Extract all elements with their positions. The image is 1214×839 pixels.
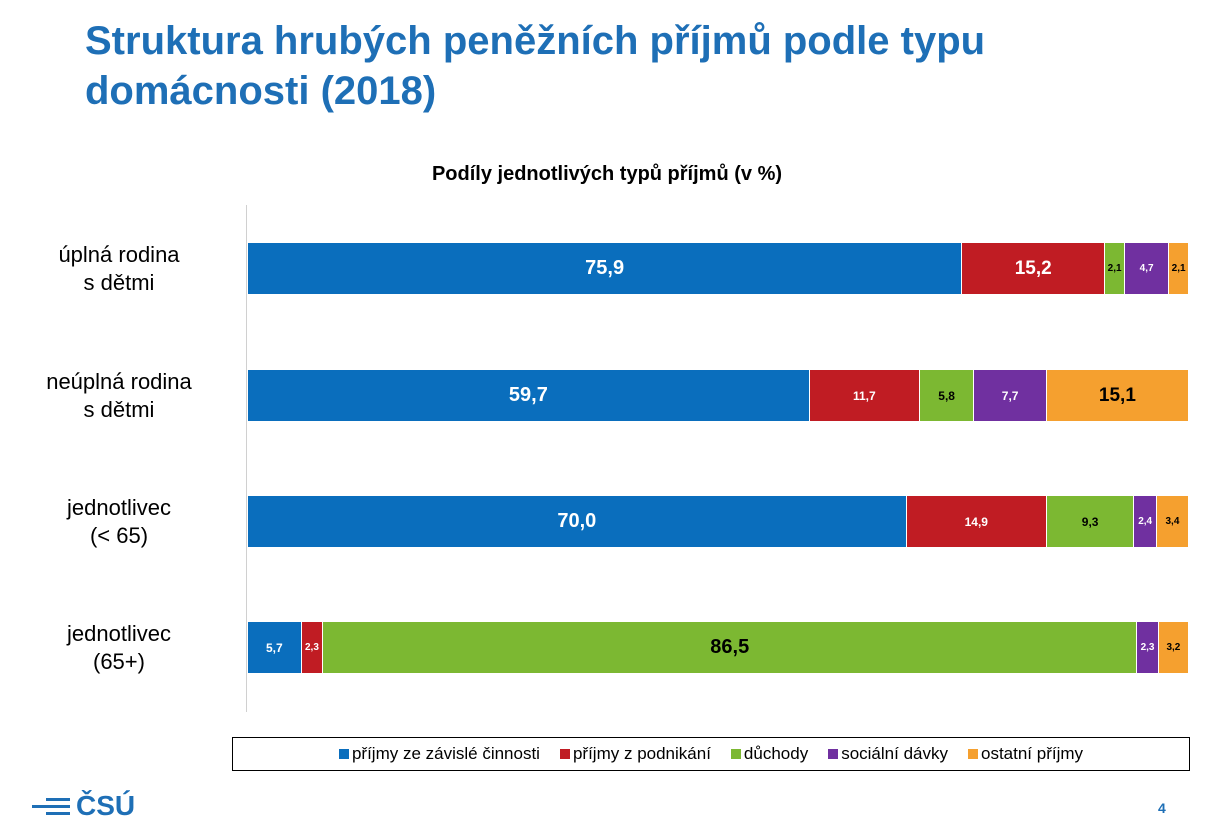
data-label: 3,2 [1166,642,1181,653]
bar-segment: 3,2 [1158,622,1189,673]
category-label: neúplná rodina s dětmi [14,368,224,424]
bar-row: 59,7 11,7 5,8 7,7 15,1 [248,370,1189,421]
data-label: 5,8 [938,388,955,403]
category-label-line: s dětmi [83,270,155,295]
data-label: 15,1 [1098,384,1136,406]
bar-segment: 4,7 [1125,243,1170,294]
bar-segment: 15,2 [962,243,1106,294]
category-label-line: s dětmi [83,397,155,422]
bar-row: 70,0 14,9 9,3 2,4 3,4 [248,496,1189,547]
category-label-line: neúplná rodina [46,369,192,394]
bar-segment: 2,3 [301,622,324,673]
bar-segment: 59,7 [248,370,810,421]
logo-text: ČSÚ [76,790,136,821]
legend-item: důchody [730,744,809,764]
data-label: 2,3 [304,642,319,653]
data-label: 7,7 [1001,388,1019,403]
bar-segment: 2,1 [1105,243,1125,294]
legend-swatch [967,749,978,759]
logo-lines-icon [32,798,70,815]
category-label: jednotlivec (65+) [14,620,224,676]
bar-segment: 9,3 [1046,496,1135,547]
bar-segment: 86,5 [323,622,1138,673]
legend-item: ostatní příjmy [967,744,1084,764]
bar-segment: 2,4 [1134,496,1157,547]
legend-label: ostatní příjmy [980,744,1084,763]
category-label-line: jednotlivec [67,621,171,646]
bar-segment: 2,3 [1137,622,1159,673]
data-label: 4,7 [1139,263,1154,274]
legend-swatch [338,749,349,759]
category-label: jednotlivec (< 65) [14,494,224,550]
legend-swatch [828,749,839,759]
data-label: 86,5 [710,636,750,658]
page-number: 4 [1158,800,1166,816]
data-label: 70,0 [557,510,597,532]
category-label: úplná rodina s dětmi [14,241,224,297]
bar-segment: 15,1 [1046,370,1189,421]
bar-row: 75,9 15,2 2,1 4,7 2,1 [248,243,1189,294]
data-label: 15,2 [1014,257,1052,279]
bar-segment: 5,8 [919,370,975,421]
bar-segment: 75,9 [248,243,963,294]
chart-legend: příjmy ze závislé činnosti příjmy z podni… [232,737,1190,771]
category-label-line: úplná rodina [58,242,180,267]
bar-segment: 7,7 [974,370,1047,421]
data-label: 2,1 [1171,263,1186,274]
legend-item: sociální dávky [828,744,948,764]
category-label-line: jednotlivec [67,495,171,520]
legend-swatch [730,749,741,759]
category-label-line: (65+) [93,649,145,674]
data-label: 3,4 [1165,516,1180,527]
legend-swatch [559,749,570,759]
data-label: 9,3 [1081,514,1099,529]
data-label: 14,9 [964,514,988,529]
bar-segment: 11,7 [809,370,920,421]
category-axis-line [246,205,247,712]
data-label: 5,7 [265,640,283,655]
chart-title: Podíly jednotlivých typů příjmů (v %) [431,163,783,185]
legend-item: příjmy z podnikání [559,744,711,764]
bar-segment: 70,0 [248,496,907,547]
legend-item: příjmy ze závislé činnosti [338,744,540,764]
bar-segment: 2,1 [1169,243,1189,294]
data-label: 2,3 [1140,642,1155,653]
data-label: 75,9 [585,257,625,279]
data-label: 2,1 [1107,263,1122,274]
csu-logo: ČSÚ [32,790,135,822]
bar-row: 5,7 2,3 86,5 2,3 3,2 [248,622,1189,673]
legend-label: důchody [743,744,809,763]
bar-segment: 3,4 [1156,496,1189,547]
bar-segment: 14,9 [906,496,1047,547]
legend-label: příjmy ze závislé činnosti [351,744,540,763]
data-label: 2,4 [1138,516,1153,527]
bar-segment: 5,7 [248,622,302,673]
slide-title: Struktura hrubých peněžních příjmů podle… [85,19,986,113]
category-label-line: (< 65) [89,523,149,548]
legend-label: sociální dávky [841,744,948,763]
data-label: 11,7 [852,388,876,403]
data-label: 59,7 [508,384,548,406]
legend-label: příjmy z podnikání [572,744,711,763]
